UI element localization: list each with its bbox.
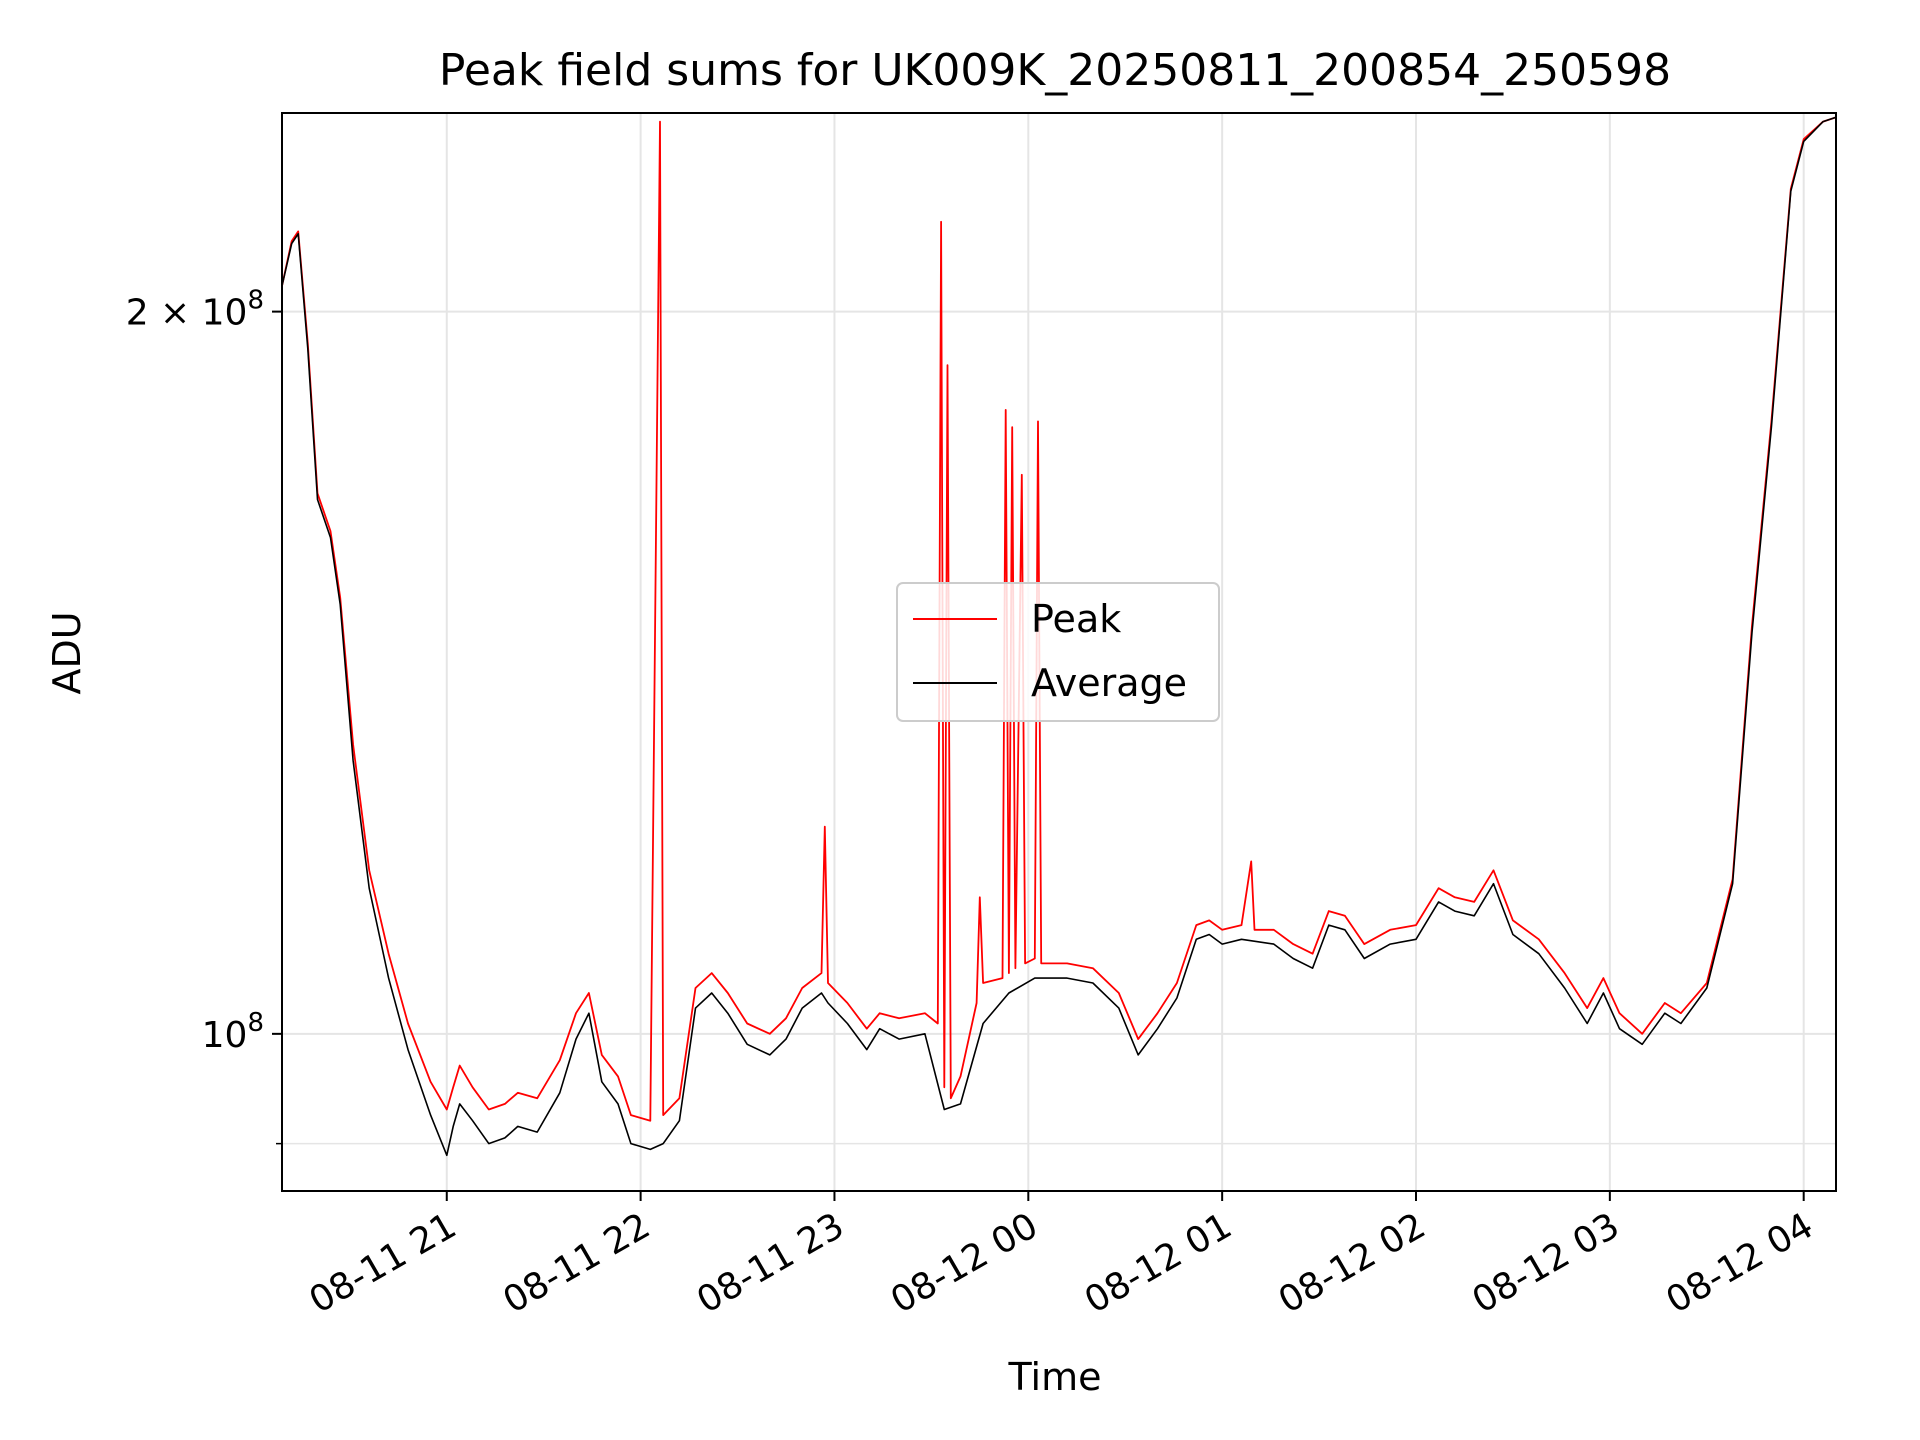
legend-label-peak: Peak [1031, 597, 1121, 641]
plot-area [282, 116, 1836, 1157]
axes-frame [281, 112, 1837, 1192]
grid [282, 113, 1836, 1191]
legend-label-average: Average [1031, 661, 1187, 705]
y-tick-label: 108 [202, 1008, 264, 1056]
series-line-peak [282, 116, 1836, 1122]
chart-title: Peak field sums for UK009K_20250811_2008… [439, 45, 1671, 96]
y-axis: 108 2 × 108 [126, 286, 282, 1145]
legend-box [896, 582, 1220, 722]
y-axis-label: ADU [45, 611, 89, 694]
y-tick-label: 2 × 108 [126, 286, 264, 334]
x-axis-label: Time [1008, 1355, 1102, 1399]
legend: Peak Average [896, 582, 1220, 722]
series-line-average [282, 116, 1836, 1157]
